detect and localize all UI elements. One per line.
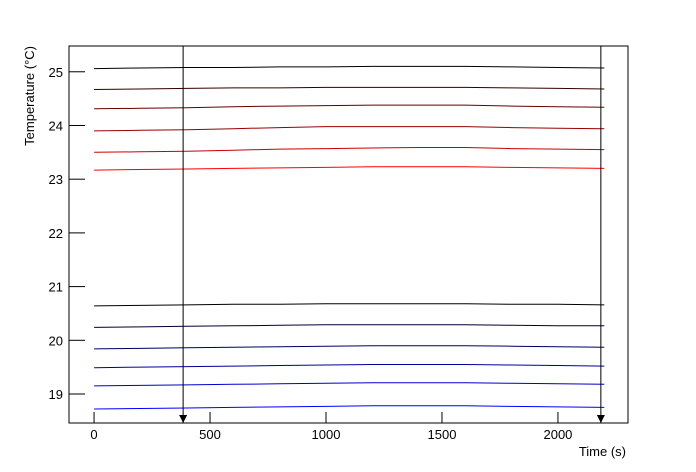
plot-frame bbox=[68, 45, 629, 424]
series-line bbox=[94, 104, 605, 110]
y-tick-label: 25 bbox=[49, 65, 63, 80]
series-line bbox=[94, 166, 605, 171]
series-line bbox=[94, 86, 605, 90]
series-line bbox=[94, 345, 605, 350]
x-tick-label: 1000 bbox=[312, 427, 341, 442]
series-line bbox=[94, 405, 605, 410]
y-tick-label: 24 bbox=[49, 118, 63, 133]
series-line bbox=[94, 65, 605, 70]
y-tick-label: 21 bbox=[49, 280, 63, 295]
series-line bbox=[94, 364, 605, 369]
x-tick-label: 1500 bbox=[428, 427, 457, 442]
x-axis-label: Time (s) bbox=[579, 444, 626, 459]
y-tick-label: 22 bbox=[49, 226, 63, 241]
series-line bbox=[94, 303, 605, 307]
marker-arrow bbox=[596, 415, 605, 423]
y-tick-label: 19 bbox=[49, 387, 63, 402]
y-axis-label: Temperature (°C) bbox=[22, 46, 37, 146]
series-line bbox=[94, 382, 605, 387]
series-line bbox=[94, 126, 605, 132]
y-tick-label: 23 bbox=[49, 172, 63, 187]
series-line bbox=[94, 147, 605, 153]
marker-arrow bbox=[179, 415, 188, 423]
y-tick-label: 20 bbox=[49, 333, 63, 348]
series-line bbox=[94, 324, 605, 328]
x-tick-label: 2000 bbox=[543, 427, 572, 442]
x-tick-label: 500 bbox=[199, 427, 221, 442]
x-tick-label: 0 bbox=[90, 427, 97, 442]
